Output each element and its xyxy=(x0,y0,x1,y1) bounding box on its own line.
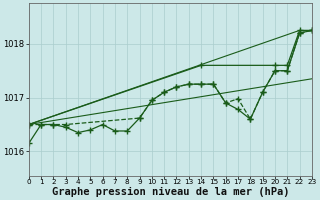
X-axis label: Graphe pression niveau de la mer (hPa): Graphe pression niveau de la mer (hPa) xyxy=(52,186,289,197)
